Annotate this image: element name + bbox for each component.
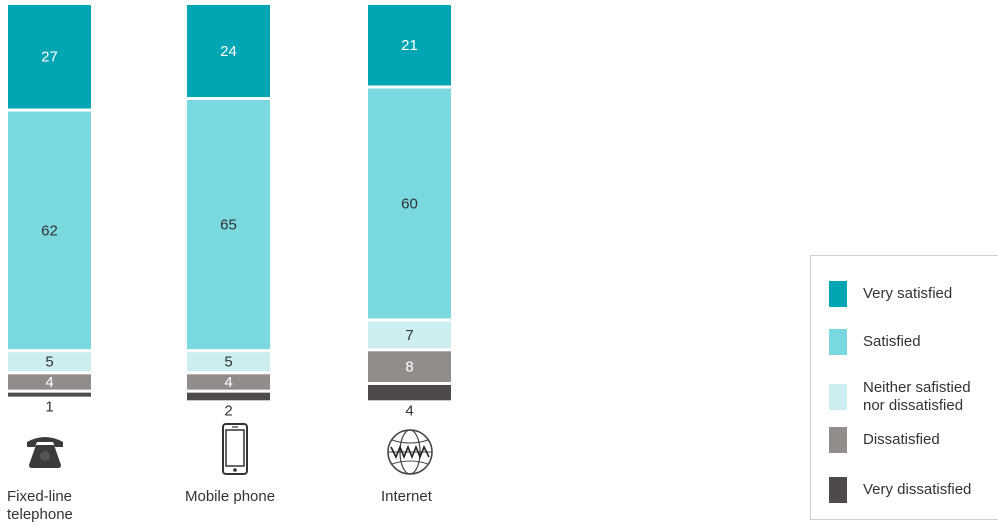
legend-label: Very satisfied <box>863 285 953 302</box>
bar-segment-neither-safistied-nor-dissatisfied-mobile-phone <box>187 352 270 372</box>
data-label-very-dissatisfied-mobile-phone: 2 <box>224 402 232 419</box>
legend-item-neither: Neither safistied nor dissatisfied <box>829 379 971 415</box>
data-label-satisfied-fixed-line-telephone: 62 <box>41 222 58 239</box>
data-label-dissatisfied-mobile-phone: 4 <box>224 374 232 391</box>
data-label-neither-safistied-nor-dissatisfied-internet: 7 <box>405 327 413 344</box>
data-label-very-dissatisfied-fixed-line-telephone: 1 <box>45 399 53 416</box>
bar-segment-dissatisfied-mobile-phone <box>187 374 270 390</box>
bar-segment-very-dissatisfied-fixed-line-telephone <box>8 392 91 397</box>
data-label-neither-safistied-nor-dissatisfied-mobile-phone: 5 <box>224 354 232 371</box>
legend-label-line: Neither safistied <box>863 379 971 396</box>
legend-swatch <box>829 427 847 453</box>
chart-legend: Very satisfied Satisfied Neither safisti… <box>810 255 998 520</box>
legend-label: Very dissatisfied <box>863 481 972 498</box>
category-label-internet: Internet <box>381 488 432 506</box>
category-label-fixed-line-telephone: Fixed-line telephone <box>7 488 73 524</box>
bar-segment-satisfied-internet <box>368 88 451 319</box>
data-label-very-satisfied-internet: 21 <box>401 37 418 54</box>
bar-segment-neither-safistied-nor-dissatisfied-internet <box>368 321 451 349</box>
legend-swatch <box>829 477 847 503</box>
bar-segment-dissatisfied-fixed-line-telephone <box>8 374 91 390</box>
legend-swatch <box>829 329 847 355</box>
category-label-line: Fixed-line <box>7 488 73 505</box>
category-label-mobile-phone: Mobile phone <box>185 488 275 506</box>
legend-item-satisfied: Satisfied <box>829 329 921 355</box>
legend-swatch <box>829 281 847 307</box>
data-label-dissatisfied-fixed-line-telephone: 4 <box>45 374 53 391</box>
data-label-dissatisfied-internet: 8 <box>405 359 413 376</box>
category-label-line: telephone <box>7 506 73 523</box>
legend-swatch <box>829 384 847 410</box>
legend-label: Neither safistied nor dissatisfied <box>863 379 971 415</box>
mobile-phone-icon <box>222 423 248 475</box>
bar-segment-very-satisfied-fixed-line-telephone <box>8 5 91 109</box>
legend-label-line: nor dissatisfied <box>863 397 964 414</box>
telephone-icon <box>27 437 63 468</box>
data-label-satisfied-mobile-phone: 65 <box>220 217 237 234</box>
bar-segment-very-dissatisfied-internet <box>368 384 451 401</box>
bar-segment-dissatisfied-internet <box>368 351 451 382</box>
data-label-neither-safistied-nor-dissatisfied-fixed-line-telephone: 5 <box>45 354 53 371</box>
legend-label: Satisfied <box>863 333 921 350</box>
category-label-line: Internet <box>381 488 432 505</box>
data-label-very-satisfied-mobile-phone: 24 <box>220 43 237 60</box>
data-label-very-satisfied-fixed-line-telephone: 27 <box>41 49 58 66</box>
data-label-satisfied-internet: 60 <box>401 195 418 212</box>
legend-item-very-dissatisfied: Very dissatisfied <box>829 477 971 503</box>
bar-segment-satisfied-fixed-line-telephone <box>8 111 91 350</box>
legend-label: Dissatisfied <box>863 431 940 448</box>
bar-segment-very-satisfied-internet <box>368 5 451 86</box>
bar-segment-neither-safistied-nor-dissatisfied-fixed-line-telephone <box>8 352 91 372</box>
legend-item-very-satisfied: Very satisfied <box>829 281 952 307</box>
globe-www-icon <box>387 429 433 475</box>
bar-segment-very-satisfied-mobile-phone <box>187 5 270 97</box>
bar-segment-very-dissatisfied-mobile-phone <box>187 392 270 401</box>
legend-item-dissatisfied: Dissatisfied <box>829 427 940 453</box>
category-label-line: Mobile phone <box>185 488 276 505</box>
bar-segment-satisfied-mobile-phone <box>187 99 270 350</box>
data-label-very-dissatisfied-internet: 4 <box>405 402 413 419</box>
